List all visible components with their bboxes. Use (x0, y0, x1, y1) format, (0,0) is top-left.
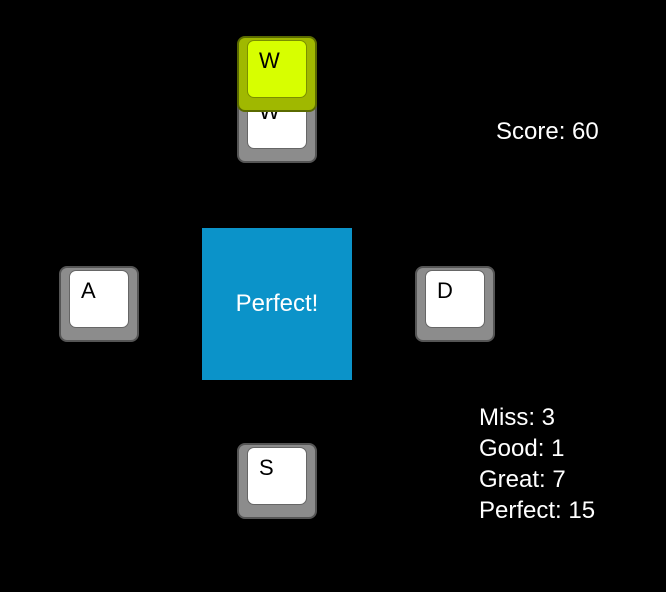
key-a[interactable]: A (59, 266, 139, 342)
keycap-top (247, 40, 307, 98)
score-label: Score: (496, 118, 566, 145)
score-value: 60 (572, 118, 599, 145)
key-a-label: A (81, 278, 96, 303)
judgement-text: Perfect! (235, 290, 319, 317)
stat-perfect-value: 15 (568, 497, 596, 524)
key-s-label: S (259, 455, 274, 480)
stat-great-value: 7 (552, 466, 566, 493)
stat-good-value: 1 (551, 435, 565, 462)
key-s[interactable]: S (237, 443, 317, 519)
stat-great-label: Great: (479, 466, 546, 493)
stat-good-label: Good: (479, 435, 545, 462)
stat-good: Good: 1 (479, 433, 595, 464)
stat-perfect-label: Perfect: (479, 497, 562, 524)
keycap-top (69, 270, 129, 328)
stat-miss-label: Miss: (479, 404, 535, 431)
judgement-box: Perfect! (202, 228, 352, 380)
key-w-active[interactable]: W (237, 36, 317, 112)
stat-great: Great: 7 (479, 464, 595, 495)
stat-miss: Miss: 3 (479, 402, 595, 433)
stat-perfect: Perfect: 15 (479, 495, 595, 526)
score-display: Score: 60 (496, 118, 599, 146)
keycap-top (247, 447, 307, 505)
key-d-label: D (437, 278, 453, 303)
hit-stats: Miss: 3 Good: 1 Great: 7 Perfect: 15 (479, 402, 595, 526)
keycap-top (425, 270, 485, 328)
stat-miss-value: 3 (541, 404, 556, 431)
key-w-active-label: W (259, 48, 280, 73)
key-d[interactable]: D (415, 266, 495, 342)
